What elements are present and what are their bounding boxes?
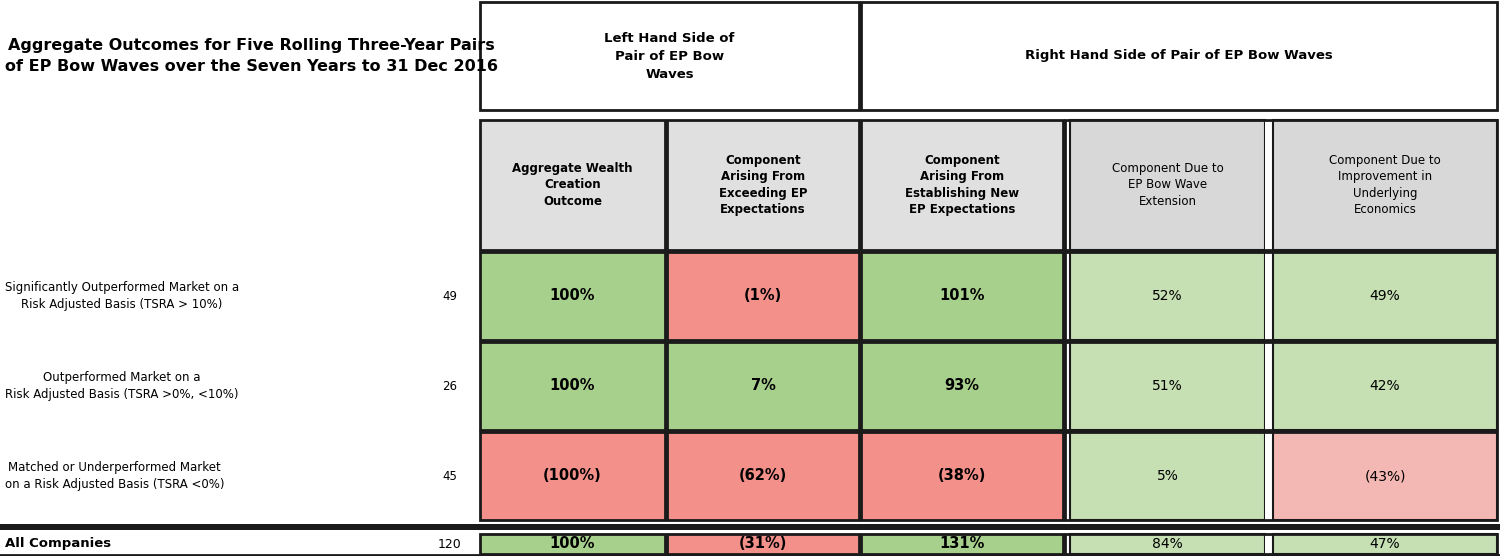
Bar [1065, 120, 1497, 250]
Text: Left Hand Side of
Pair of EP Bow
Waves: Left Hand Side of Pair of EP Bow Waves [604, 32, 735, 81]
Text: 51%: 51% [1152, 379, 1184, 393]
Bar [1264, 342, 1274, 430]
Bar [861, 342, 1064, 430]
Bar [861, 534, 1064, 554]
Bar [668, 120, 859, 250]
Text: 120: 120 [438, 538, 462, 550]
Text: 100%: 100% [549, 537, 596, 552]
Text: Significantly Outperformed Market on a
Risk Adjusted Basis (TSRA > 10%): Significantly Outperformed Market on a R… [4, 281, 238, 311]
Bar [1264, 120, 1274, 250]
Text: 47%: 47% [1370, 537, 1401, 551]
Text: Aggregate Wealth
Creation
Outcome: Aggregate Wealth Creation Outcome [512, 162, 633, 208]
Bar [1264, 534, 1274, 554]
Text: 49%: 49% [1370, 289, 1401, 303]
Text: 131%: 131% [939, 537, 984, 552]
Bar [861, 432, 1064, 520]
Bar [1274, 342, 1497, 430]
Bar [1065, 432, 1497, 520]
Text: Aggregate Outcomes for Five Rolling Three-Year Pairs
of EP Bow Waves over the Se: Aggregate Outcomes for Five Rolling Thre… [4, 38, 498, 74]
Text: 49: 49 [442, 290, 458, 302]
Text: (31%): (31%) [740, 537, 788, 552]
Bar [1070, 342, 1264, 430]
Bar [1065, 534, 1497, 554]
Text: (43%): (43%) [1365, 469, 1406, 483]
Bar [668, 342, 859, 430]
Text: 93%: 93% [945, 379, 980, 394]
Text: (1%): (1%) [744, 289, 782, 304]
Text: Matched or Underperformed Market
on a Risk Adjusted Basis (TSRA <0%): Matched or Underperformed Market on a Ri… [4, 461, 225, 491]
Bar [0, 524, 1500, 530]
Bar [668, 534, 859, 554]
Text: 100%: 100% [549, 289, 596, 304]
Bar [668, 432, 859, 520]
Bar [1274, 120, 1497, 250]
Bar [480, 2, 860, 110]
Bar [1070, 432, 1264, 520]
Bar [1065, 342, 1497, 430]
Bar [1274, 432, 1497, 520]
Bar [480, 432, 664, 520]
Bar [1274, 252, 1497, 340]
Text: All Companies: All Companies [4, 538, 111, 550]
Text: Component Due to
EP Bow Wave
Extension: Component Due to EP Bow Wave Extension [1112, 162, 1224, 208]
Bar [1070, 252, 1264, 340]
Text: 52%: 52% [1152, 289, 1184, 303]
Text: 42%: 42% [1370, 379, 1401, 393]
Bar [1070, 120, 1264, 250]
Text: 100%: 100% [549, 379, 596, 394]
Text: 5%: 5% [1156, 469, 1179, 483]
Text: (62%): (62%) [740, 469, 788, 484]
Text: 84%: 84% [1152, 537, 1184, 551]
Bar [1065, 252, 1497, 340]
Bar [1070, 534, 1264, 554]
Text: Component
Arising From
Exceeding EP
Expectations: Component Arising From Exceeding EP Expe… [718, 154, 807, 216]
Text: (38%): (38%) [938, 469, 986, 484]
Bar [861, 2, 1497, 110]
Bar [861, 120, 1064, 250]
Text: 26: 26 [442, 380, 458, 393]
Text: Right Hand Side of Pair of EP Bow Waves: Right Hand Side of Pair of EP Bow Waves [1024, 49, 1334, 62]
Bar [480, 120, 664, 250]
Text: 45: 45 [442, 469, 458, 483]
Bar [1264, 252, 1274, 340]
Text: Component
Arising From
Establishing New
EP Expectations: Component Arising From Establishing New … [904, 154, 1019, 216]
Text: 101%: 101% [939, 289, 984, 304]
Bar [480, 342, 664, 430]
Bar [668, 252, 859, 340]
Text: 7%: 7% [750, 379, 776, 394]
Bar [480, 534, 664, 554]
Bar [1274, 534, 1497, 554]
Bar [861, 252, 1064, 340]
Bar [480, 252, 664, 340]
Text: Outperformed Market on a
Risk Adjusted Basis (TSRA >0%, <10%): Outperformed Market on a Risk Adjusted B… [4, 371, 238, 401]
Bar [1264, 432, 1274, 520]
Text: Component Due to
Improvement in
Underlying
Economics: Component Due to Improvement in Underlyi… [1329, 154, 1442, 216]
Text: (100%): (100%) [543, 469, 602, 484]
